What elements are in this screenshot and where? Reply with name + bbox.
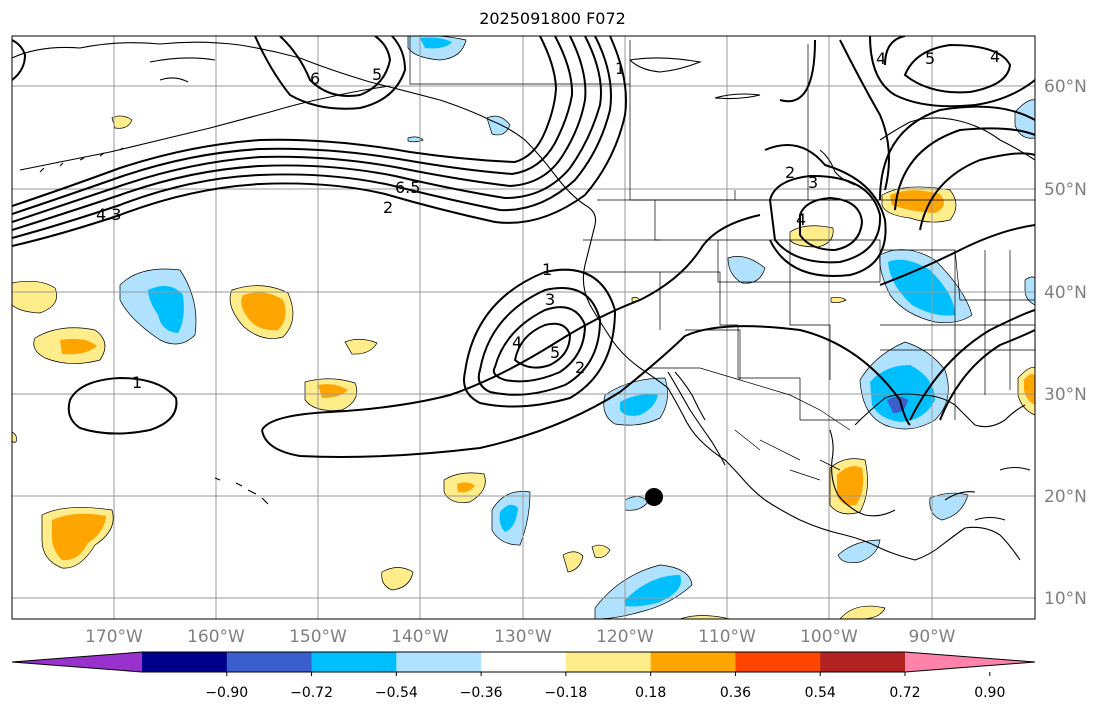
contour-label-group: 6 5 4 4.3 6.5 2 1 3 4 5 2 1 2 3 4 1 4 5	[96, 47, 1000, 392]
contour-label: 6	[310, 69, 320, 88]
pos-anomaly-h	[562, 551, 584, 573]
colorbar-tick-label: −0.18	[544, 685, 587, 701]
colorbar-segment	[396, 652, 482, 672]
lat-label: 20°N	[1044, 487, 1087, 507]
colorbar-segment	[650, 652, 736, 672]
contour-label: 2	[785, 163, 795, 182]
pos-anomaly-m-core	[890, 190, 944, 213]
contour-label: 5	[550, 343, 560, 362]
neg-anomaly-b-core	[420, 37, 452, 49]
pos-anomaly-d	[344, 338, 378, 355]
lon-label: 160°W	[187, 627, 245, 647]
pos-anomaly-o-core	[1024, 374, 1035, 405]
contour-label: 3	[545, 290, 555, 309]
colorbar-tick-label: −0.72	[290, 685, 333, 701]
colorbar-tick-label: −0.54	[375, 685, 418, 701]
neg-anomaly-a-core	[148, 286, 184, 333]
contour-label: 1	[615, 59, 625, 78]
colorbar-tick-label: 0.90	[974, 685, 1005, 701]
colorbar-extend-high	[905, 652, 1035, 672]
colorbar-segment	[311, 652, 397, 672]
longitude-labels: 170°W 160°W 150°W 140°W 130°W 120°W 110°…	[85, 627, 956, 647]
lon-label: 140°W	[391, 627, 449, 647]
colorbar-segment	[481, 652, 567, 672]
contour-lines	[12, 36, 1035, 458]
lon-label: 120°W	[596, 627, 654, 647]
pos-anomaly-g	[381, 567, 414, 591]
contour-label: 5	[372, 65, 382, 84]
colorbar-segment	[142, 652, 228, 672]
lon-label: 110°W	[698, 627, 756, 647]
lon-label: 90°W	[909, 627, 956, 647]
latitude-labels: 60°N 50°N 40°N 30°N 20°N 10°N	[1044, 77, 1087, 609]
pos-anomaly-c-core	[318, 384, 348, 398]
lat-label: 50°N	[1044, 180, 1087, 200]
lon-label: 100°W	[800, 627, 858, 647]
colorbar-segment	[226, 652, 313, 672]
lat-label: 40°N	[1044, 283, 1087, 303]
neg-anomaly-m	[837, 539, 881, 564]
pos-anomaly-r	[830, 296, 847, 304]
lat-label: 60°N	[1044, 77, 1087, 97]
pos-anomaly-e-core	[457, 482, 475, 493]
colorbar-tick-label: 0.72	[889, 685, 920, 701]
lon-label: 130°W	[494, 627, 552, 647]
pos-anomaly-a-core	[60, 338, 97, 355]
contour-label: 4	[512, 333, 522, 352]
contour-label: 4	[876, 49, 886, 68]
neg-anomaly-e-core	[620, 394, 658, 416]
pos-anomaly-westmost	[12, 281, 58, 314]
contour-label: 5	[925, 49, 935, 68]
contour-label: 1	[542, 260, 552, 279]
contour-label: 4	[796, 210, 806, 229]
lat-label: 10°N	[1044, 589, 1087, 609]
contour-label: 3	[808, 173, 818, 192]
neg-anomaly-g-core	[625, 575, 682, 607]
contour-label: 1	[132, 373, 142, 392]
colorbar-extend-low	[12, 652, 142, 672]
colorbar-tick-label: −0.36	[460, 685, 503, 701]
neg-anomaly-i	[727, 256, 766, 284]
lon-label: 150°W	[289, 627, 347, 647]
contour-label: 6.5	[395, 178, 420, 197]
contour-label: 2	[383, 198, 393, 217]
colorbar-tick-label: 0.54	[805, 685, 836, 701]
colorbar: −0.90 −0.72 −0.54 −0.36 −0.18 0.18 0.36 0.54 0.7…	[11, 651, 1036, 701]
coastlines	[12, 41, 1035, 561]
colorbar-tick-label: −0.90	[205, 685, 248, 701]
map-title: 2025091800 F072	[479, 9, 626, 28]
colorbar-segment	[820, 652, 906, 672]
pos-anomaly-p	[111, 115, 133, 129]
neg-anomaly-o	[1024, 276, 1035, 306]
map-frame	[11, 35, 1036, 620]
colorbar-tick-label: 0.36	[720, 685, 751, 701]
colorbar-tick-label: 0.18	[635, 685, 666, 701]
contour-label: 4.3	[96, 205, 121, 224]
colorbar-segment	[735, 652, 821, 672]
contour-label: 4	[990, 47, 1000, 66]
lat-label: 30°N	[1044, 385, 1087, 405]
colorbar-segment	[565, 652, 652, 672]
colorbar-outline	[11, 651, 1036, 673]
lon-label: 170°W	[85, 627, 143, 647]
location-marker-dot	[645, 488, 663, 506]
pos-anomaly-l-core	[837, 466, 864, 506]
pos-anomaly-i	[591, 544, 611, 559]
neg-anomaly-j-core	[888, 259, 955, 316]
pos-anomaly-f-core	[51, 513, 106, 561]
contour-label: 2	[575, 358, 585, 377]
pos-anomaly-b-core	[241, 292, 286, 331]
neg-anomaly-f-core	[499, 504, 518, 532]
neg-anomaly-d	[407, 136, 424, 143]
